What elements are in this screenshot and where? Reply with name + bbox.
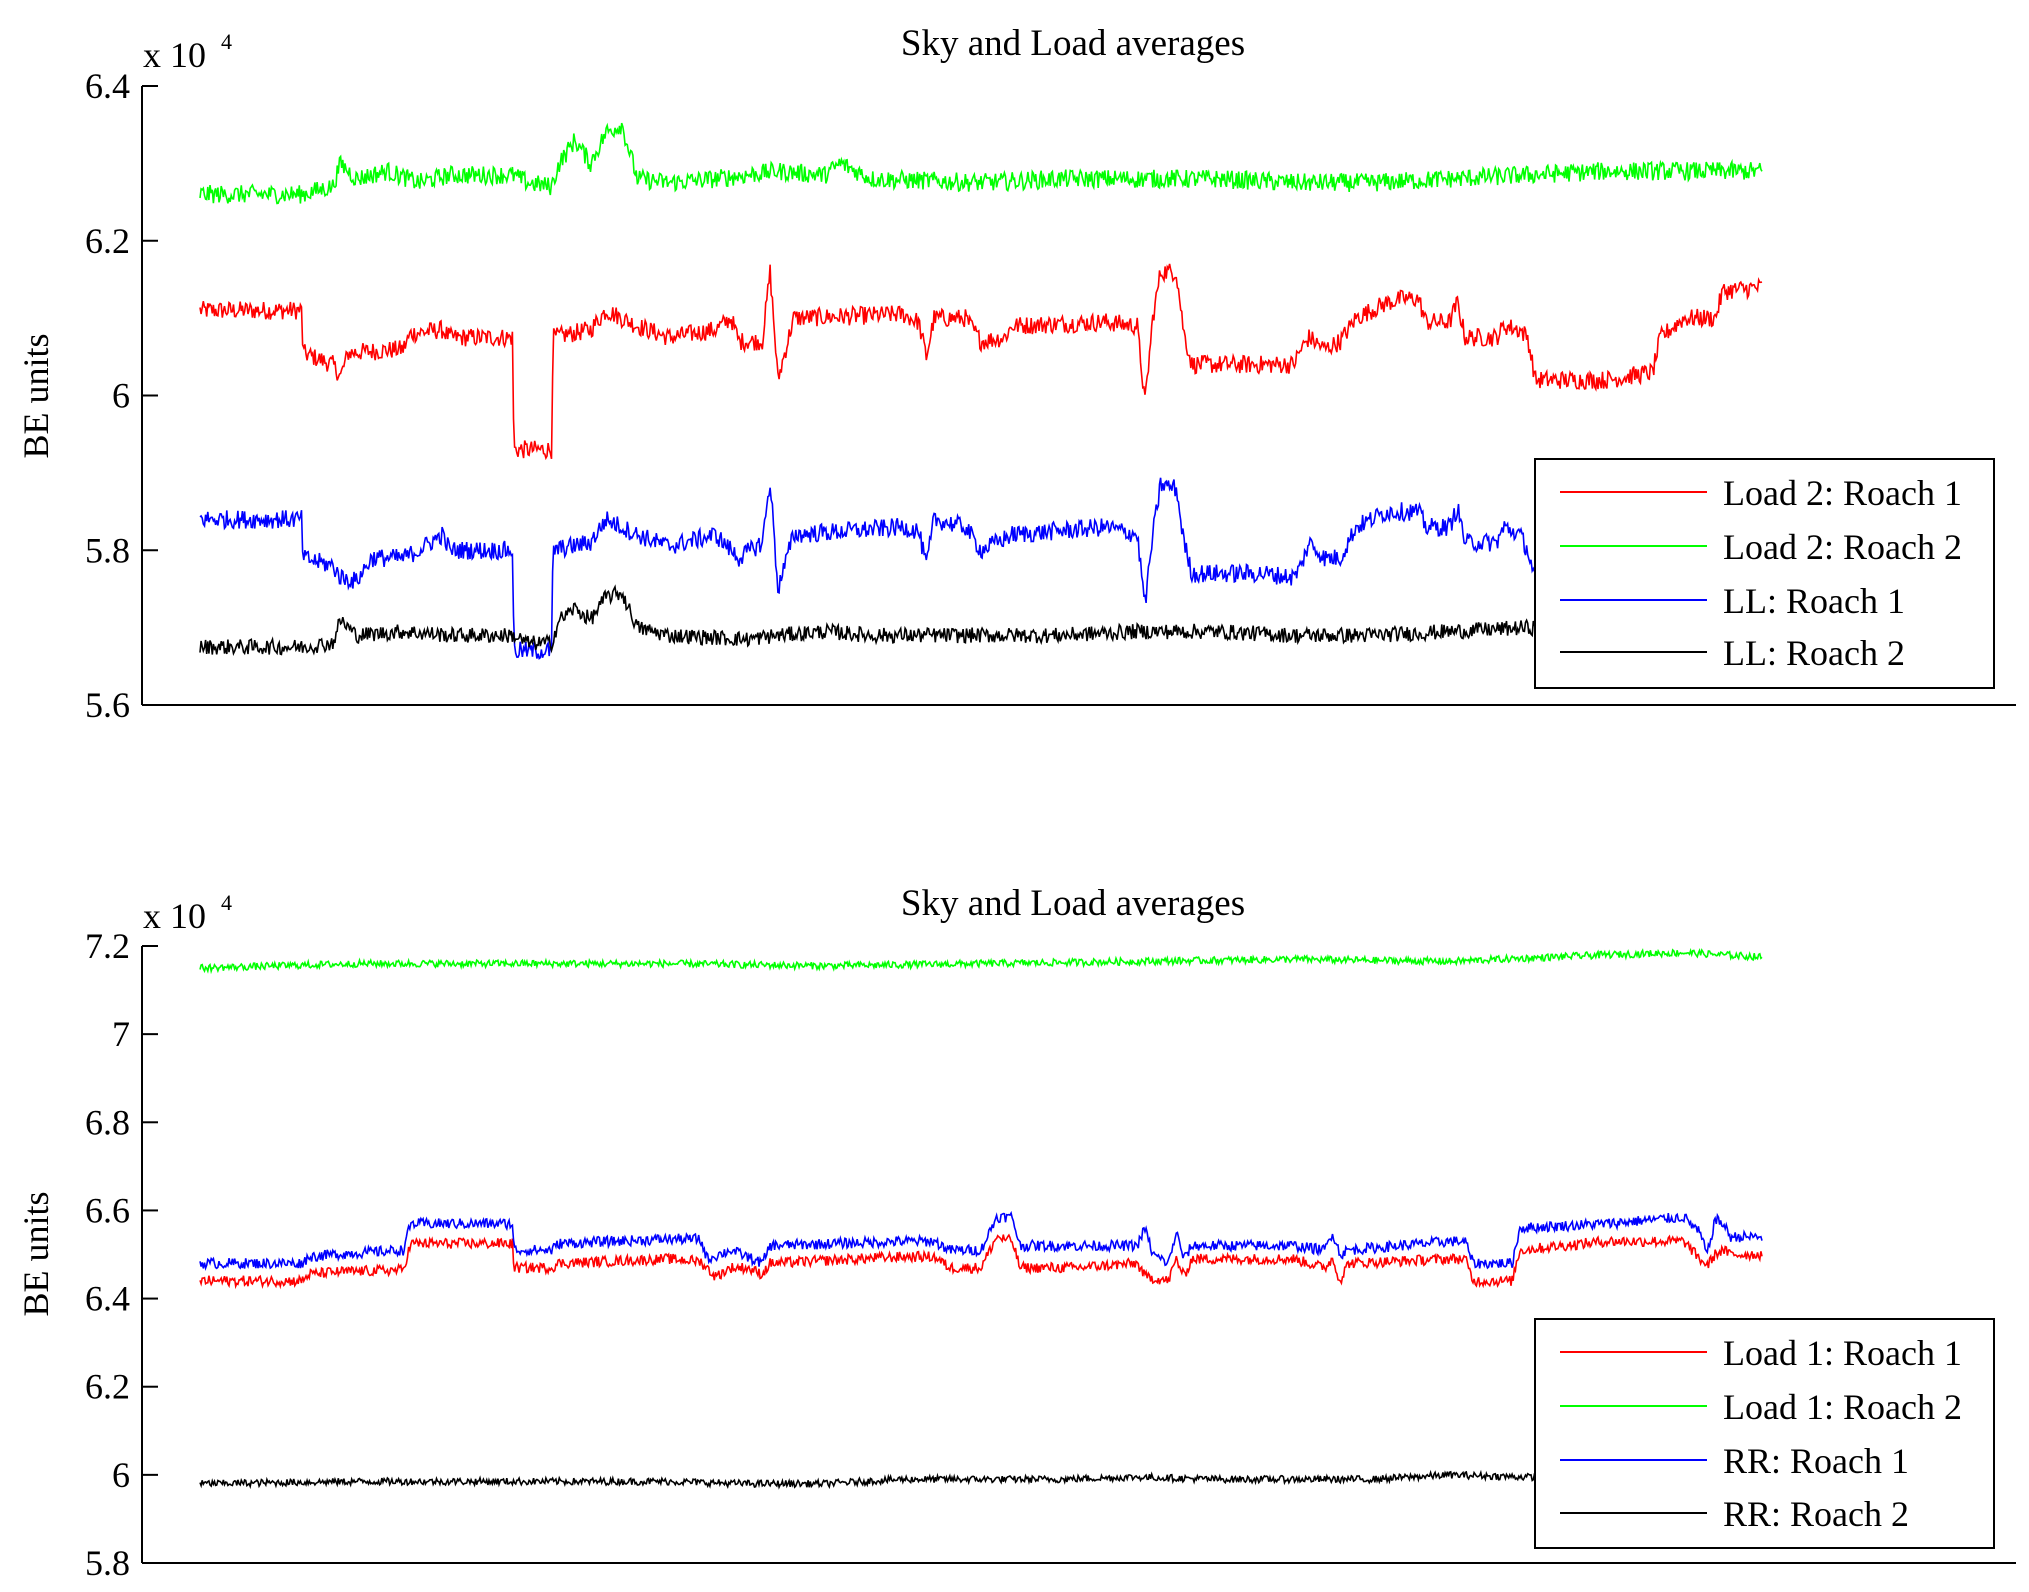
bottom-y-tick-label: 6.8 (85, 1102, 130, 1142)
bottom-y-tick-label: 7.2 (85, 926, 130, 966)
bottom-legend-label-4: RR: Roach 2 (1723, 1494, 1909, 1534)
bottom-y-tick-label: 6.6 (85, 1190, 130, 1230)
bottom-series-line-1 (199, 1233, 1763, 1290)
top-legend-box (1534, 458, 1995, 689)
top-chart-title: Sky and Load averages (901, 23, 1245, 64)
top-panel: Sky and Load averages x 10 4 BE units 5.… (16, 23, 2016, 725)
bottom-series-layer (199, 947, 1763, 1490)
bottom-legend-label-3: RR: Roach 1 (1723, 1441, 1909, 1481)
top-legend-label-3: LL: Roach 1 (1723, 581, 1905, 621)
top-legend: Load 2: Roach 1 Load 2: Roach 2 LL: Roac… (1534, 458, 1995, 689)
bottom-y-axis-label: BE units (16, 1191, 56, 1316)
bottom-y-tick-label: 6.2 (85, 1367, 130, 1407)
bottom-series-line-2 (199, 947, 1763, 975)
bottom-y-ticks: 5.8 6 6.2 6.4 6.6 6.8 7 7.2 (85, 926, 158, 1583)
top-legend-label-1: Load 2: Roach 1 (1723, 473, 1962, 513)
top-y-ticks: 5.6 5.8 6 6.2 6.4 (85, 66, 158, 725)
bottom-chart-title: Sky and Load averages (901, 883, 1245, 924)
top-y-tick-label: 6.2 (85, 221, 130, 261)
top-y-axis-label: BE units (16, 333, 56, 458)
bottom-y-tick-label: 5.8 (85, 1543, 130, 1583)
bottom-legend-label-1: Load 1: Roach 1 (1723, 1333, 1962, 1373)
bottom-legend: Load 1: Roach 1 Load 1: Roach 2 RR: Roac… (1534, 1318, 1995, 1549)
bottom-series-line-3 (199, 1210, 1763, 1272)
top-series-layer (199, 122, 1763, 660)
top-series-line-2 (199, 122, 1763, 205)
top-series-line-3 (199, 477, 1763, 660)
top-legend-label-2: Load 2: Roach 2 (1723, 527, 1962, 567)
bottom-y-tick-label: 6.4 (85, 1279, 130, 1319)
bottom-legend-box (1534, 1318, 1995, 1549)
bottom-legend-label-2: Load 1: Roach 2 (1723, 1387, 1962, 1427)
bottom-series-line-4 (199, 1469, 1763, 1490)
top-y-tick-label: 5.8 (85, 530, 130, 570)
top-y-tick-label: 6 (112, 376, 130, 416)
bottom-panel: Sky and Load averages x 10 4 BE units 5.… (16, 883, 2016, 1583)
bottom-exponent-power: 4 (221, 890, 232, 915)
top-exponent-power: 4 (221, 29, 232, 54)
top-y-tick-label: 6.4 (85, 66, 130, 106)
bottom-y-tick-label: 7 (112, 1014, 130, 1054)
top-legend-label-4: LL: Roach 2 (1723, 633, 1905, 673)
top-y-tick-label: 5.6 (85, 685, 130, 725)
top-series-line-4 (199, 584, 1763, 657)
top-exponent-label: x 10 (143, 35, 206, 75)
bottom-exponent-label: x 10 (143, 896, 206, 936)
top-series-line-1 (199, 263, 1763, 461)
bottom-y-tick-label: 6 (112, 1455, 130, 1495)
